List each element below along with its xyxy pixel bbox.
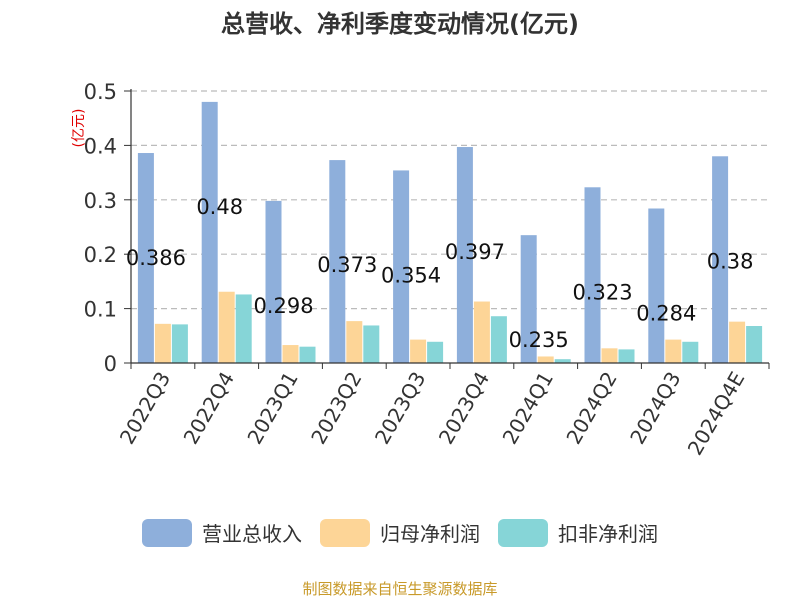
bar-deducted-profit: [618, 349, 635, 363]
x-tick-label: 2023Q4: [434, 368, 494, 449]
legend-item-deducted-profit[interactable]: 扣非净利润: [498, 518, 658, 547]
data-label-revenue: 0.386: [126, 246, 186, 270]
bar-deducted-profit: [746, 326, 763, 363]
bar-deducted-profit: [427, 341, 444, 363]
bars: [137, 101, 763, 363]
bar-net-profit: [601, 348, 618, 363]
data-source-note: 制图数据来自恒生聚源数据库: [302, 580, 498, 598]
legend-label-net-profit: 归母净利润: [380, 522, 480, 546]
data-label-revenue: 0.48: [196, 195, 243, 219]
legend-item-revenue[interactable]: 营业总收入: [142, 518, 302, 547]
x-tick-label: 2023Q2: [306, 368, 366, 449]
data-label-revenue: 0.323: [572, 280, 632, 304]
bar-net-profit: [537, 356, 554, 363]
x-tick-label: 2024Q3: [625, 368, 685, 449]
y-tick-label: 0.1: [84, 298, 117, 322]
legend: 营业总收入 归母净利润 扣非净利润: [0, 518, 800, 547]
bar-revenue: [329, 160, 346, 363]
legend-label-deducted-profit: 扣非净利润: [558, 522, 658, 546]
x-tick-label: 2023Q3: [370, 368, 430, 449]
bar-deducted-profit: [554, 359, 571, 363]
y-tick-label: 0: [104, 352, 117, 376]
bar-net-profit: [218, 291, 235, 363]
bar-revenue: [520, 235, 537, 363]
data-label-revenue: 0.373: [317, 253, 377, 277]
bar-deducted-profit: [299, 346, 316, 363]
legend-label-revenue: 营业总收入: [202, 522, 302, 546]
x-tick-label: 2024Q2: [561, 368, 621, 449]
bar-net-profit: [473, 301, 490, 363]
data-label-revenue: 0.235: [509, 328, 569, 352]
bar-net-profit: [729, 321, 746, 363]
bar-net-profit: [346, 321, 363, 363]
bar-revenue: [265, 200, 282, 363]
x-tick-label: 2024Q4E: [683, 368, 750, 460]
data-label-revenue: 0.354: [381, 263, 441, 287]
bar-revenue: [201, 101, 218, 363]
bar-net-profit: [154, 323, 171, 363]
y-tick-label: 0.5: [84, 80, 117, 104]
bar-revenue: [137, 153, 154, 363]
bar-revenue: [584, 187, 601, 363]
data-label-revenue: 0.397: [445, 240, 505, 264]
x-tick-label: 2023Q1: [242, 368, 302, 449]
legend-swatch-revenue: [142, 518, 192, 547]
bar-revenue: [456, 147, 473, 363]
bar-deducted-profit: [235, 294, 252, 363]
data-label-revenue: 0.38: [707, 249, 754, 273]
chart-title: 总营收、净利季度变动情况(亿元): [221, 10, 579, 38]
bar-net-profit: [665, 339, 682, 363]
data-label-revenue: 0.298: [253, 294, 313, 318]
bar-deducted-profit: [363, 325, 380, 363]
bar-net-profit: [282, 345, 299, 363]
x-tick-label: 2024Q1: [498, 368, 558, 449]
legend-item-net-profit[interactable]: 归母净利润: [320, 518, 480, 547]
bar-revenue: [393, 170, 410, 363]
bar-revenue: [712, 156, 729, 363]
bar-deducted-profit: [171, 324, 188, 363]
legend-swatch-deducted-profit: [498, 518, 548, 547]
bar-deducted-profit: [490, 316, 507, 363]
x-tick-label: 2022Q4: [179, 368, 239, 449]
x-tick-label: 2022Q3: [115, 368, 175, 449]
bar-revenue: [648, 208, 665, 363]
y-tick-label: 0.2: [84, 243, 117, 267]
y-tick-label: 0.3: [84, 189, 117, 213]
bar-deducted-profit: [682, 341, 699, 363]
legend-swatch-net-profit: [320, 518, 370, 547]
y-tick-label: 0.4: [84, 134, 117, 158]
data-label-revenue: 0.284: [636, 302, 696, 326]
bar-net-profit: [410, 339, 427, 363]
